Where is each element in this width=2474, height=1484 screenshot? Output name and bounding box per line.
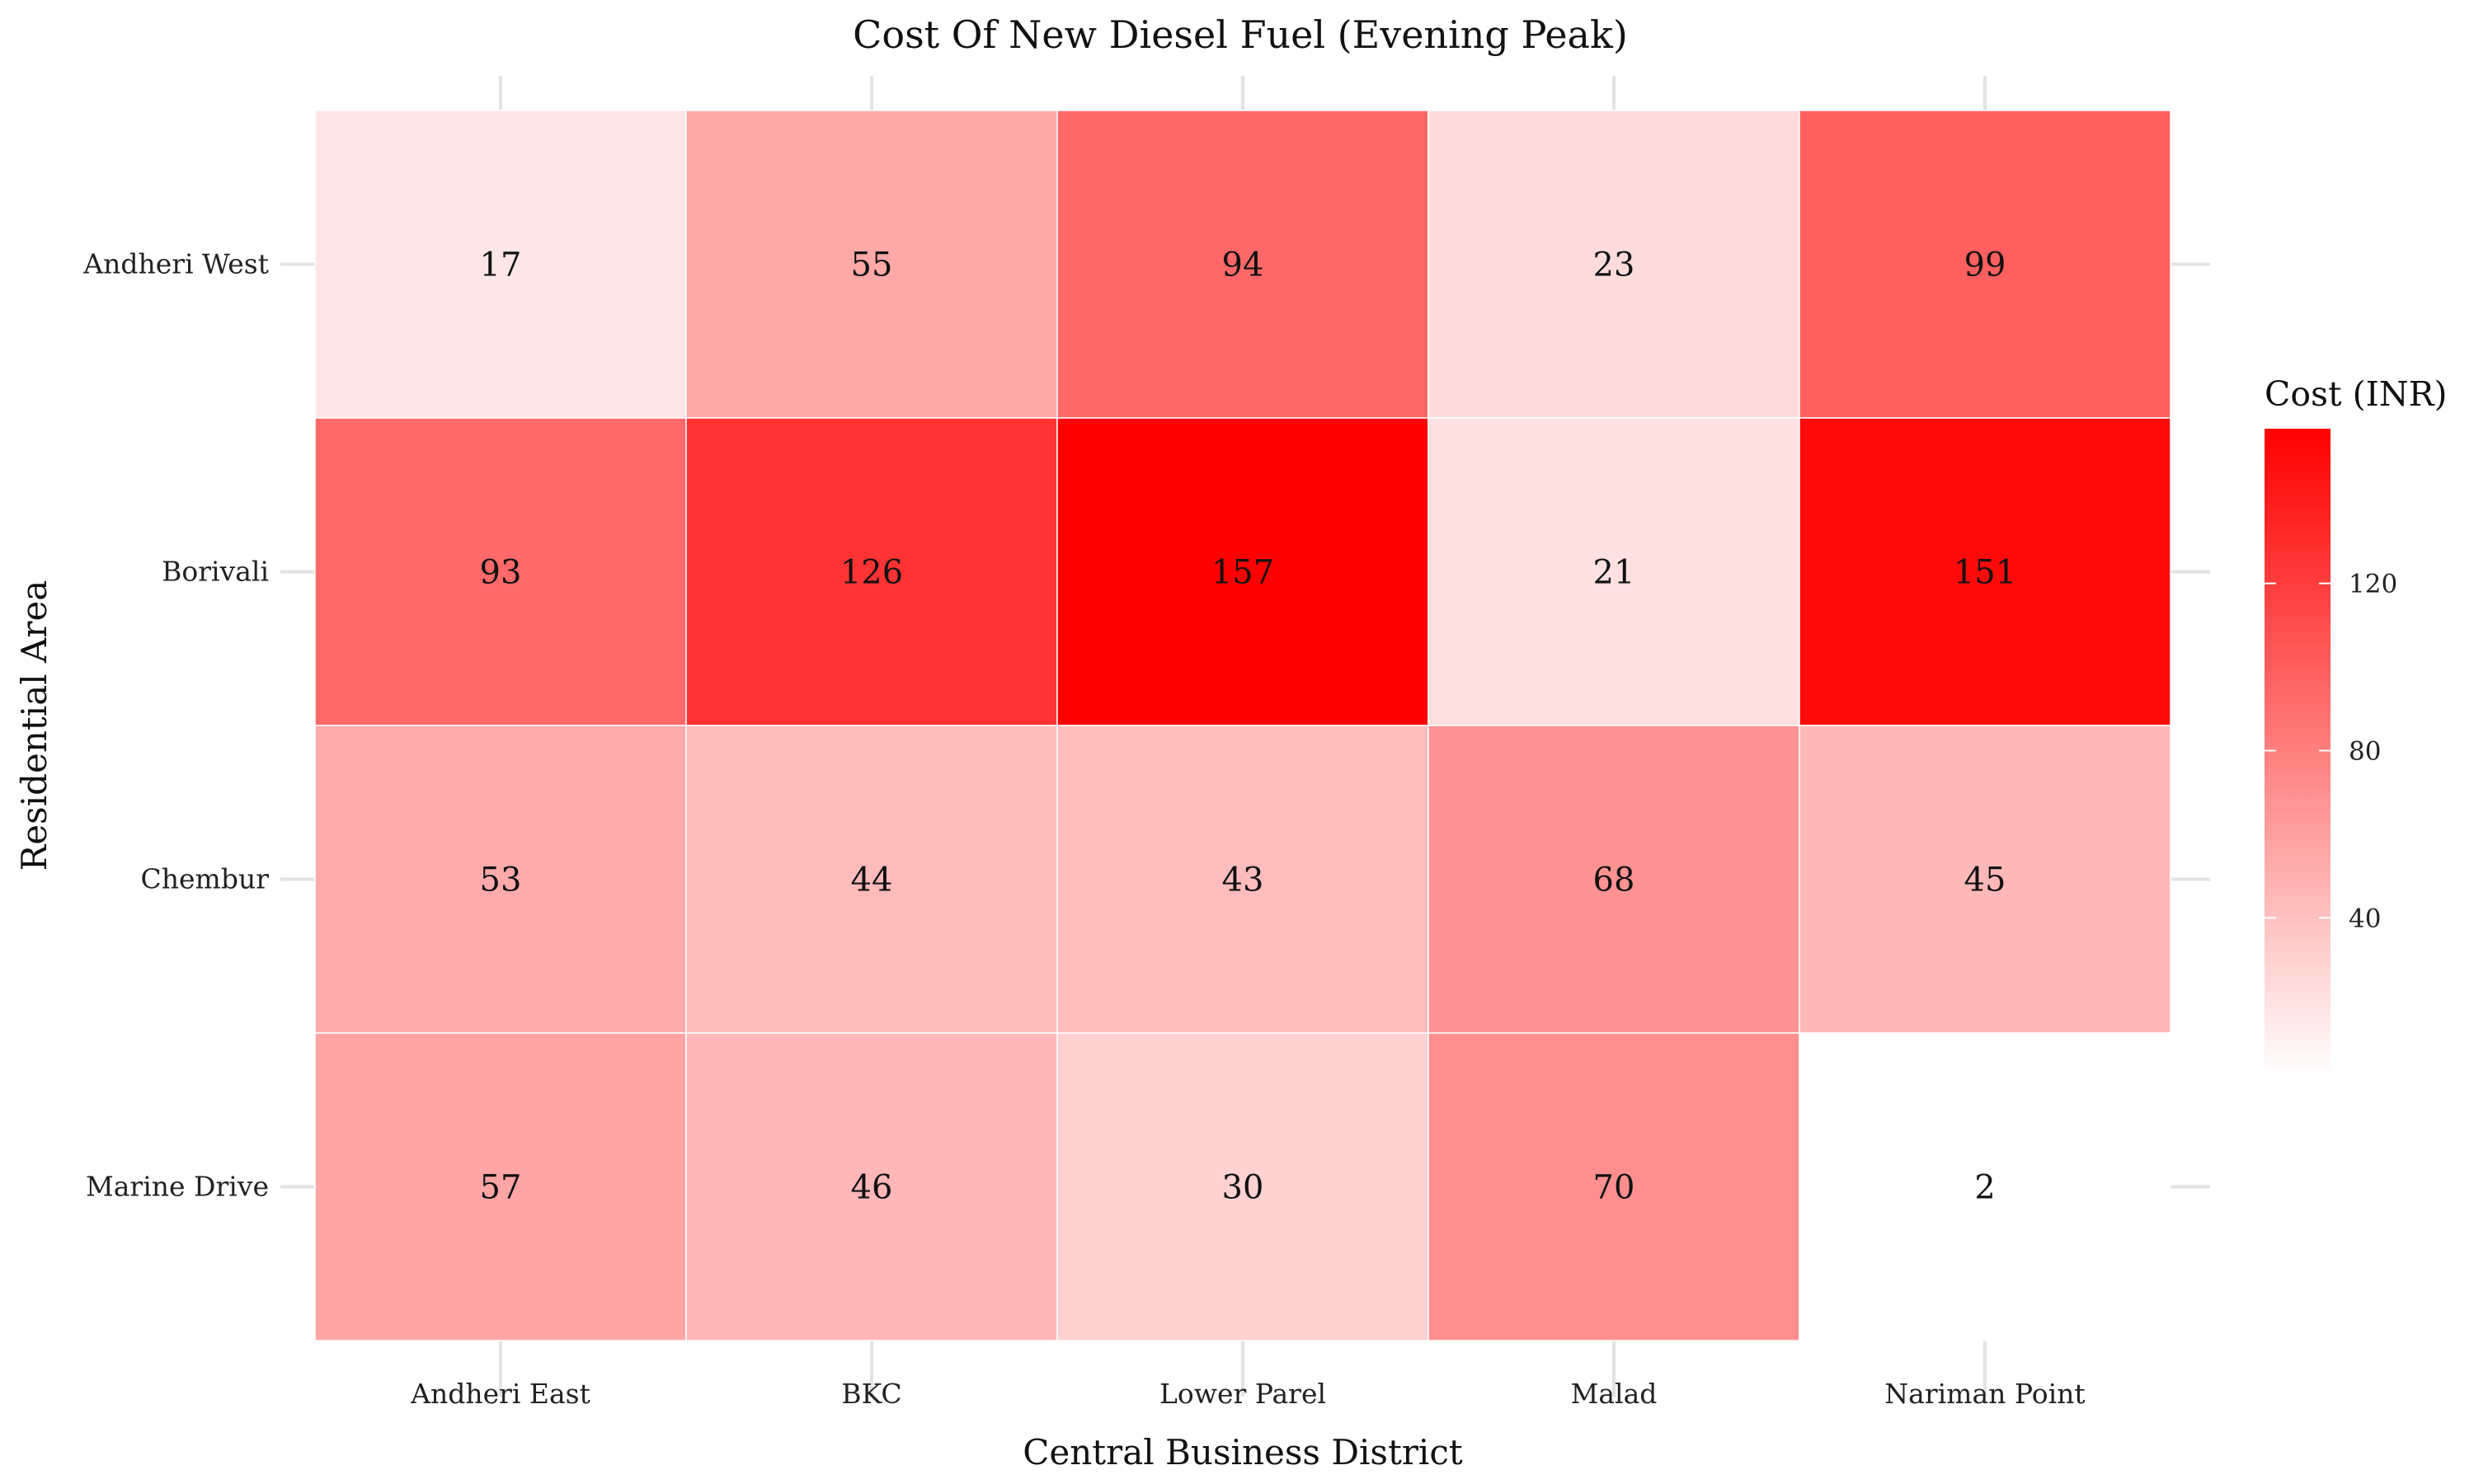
heatmap-cell: [1427, 110, 1800, 419]
heatmap-cell: [314, 1032, 687, 1341]
heatmap-cell: [314, 417, 687, 726]
cell-value-label: 30: [1222, 1169, 1264, 1207]
heatmap-cell: [1056, 725, 1429, 1034]
cell-value-label: 45: [1964, 862, 2006, 899]
cell-value-label: 43: [1222, 862, 1264, 899]
heatmap-cell: [685, 1032, 1058, 1341]
cell-value-label: 68: [1593, 862, 1635, 899]
y-axis-title: Residential Area: [14, 580, 54, 871]
x-tick-label: BKC: [841, 1378, 901, 1410]
chart-title: Cost Of New Diesel Fuel (Evening Peak): [853, 12, 1628, 57]
legend-tick-label: 120: [2349, 570, 2397, 599]
heatmap-cell: [1056, 110, 1429, 419]
heatmap-cell: [1427, 1032, 1800, 1341]
cell-value-label: 93: [480, 554, 522, 592]
heatmap-cell: [1427, 417, 1800, 726]
cell-value-label: 57: [480, 1169, 522, 1207]
heatmap-cell: [314, 725, 687, 1034]
heatmap-cell: [1056, 417, 1429, 726]
heatmap-cell: [1427, 725, 1800, 1034]
cell-value-label: 21: [1593, 554, 1635, 592]
x-axis-tick-labels: Andheri East BKC Lower Parel Malad Nariman P…: [410, 1378, 2086, 1410]
cell-value-label: 55: [851, 247, 893, 284]
cell-value-label: 70: [1593, 1169, 1635, 1207]
heatmap-cell: [1799, 110, 2171, 419]
y-tick-label: Andheri West: [82, 248, 269, 280]
heatmap-cell: [685, 110, 1058, 419]
legend-tick-label: 40: [2349, 904, 2381, 933]
cell-value-label: 53: [480, 862, 522, 899]
cell-value-label: 126: [840, 554, 903, 592]
cell-value-label: 157: [1211, 554, 1274, 592]
legend-title: Cost (INR): [2265, 374, 2448, 414]
cell-value-label: 44: [851, 862, 893, 899]
heatmap-cells: [314, 110, 2171, 1341]
y-tick-label: Chembur: [141, 863, 270, 895]
x-tick-label: Malad: [1571, 1378, 1658, 1410]
x-tick-label: Nariman Point: [1884, 1378, 2085, 1410]
heatmap-cell: [1799, 1032, 2171, 1341]
x-tick-label: Andheri East: [410, 1378, 590, 1410]
legend-color-bar: [2265, 429, 2331, 1077]
heatmap-cell: [685, 417, 1058, 726]
x-tick-label: Lower Parel: [1159, 1378, 1326, 1410]
cell-value-label: 99: [1964, 247, 2006, 284]
legend-tick-label: 80: [2349, 736, 2381, 766]
cell-value-label: 17: [480, 247, 522, 284]
legend-ticks: 40 80 120: [2265, 570, 2397, 933]
y-tick-label: Borivali: [162, 556, 269, 588]
heatmap-cell: [1056, 1032, 1429, 1341]
x-axis-title: Central Business District: [1023, 1432, 1463, 1472]
heatmap-cell: [1799, 725, 2171, 1034]
y-axis-tick-labels: Andheri West Borivali Chembur Marine Drive: [82, 248, 269, 1203]
heatmap-cell: [1799, 417, 2171, 726]
y-tick-label: Marine Drive: [86, 1171, 269, 1203]
color-legend: Cost (INR) 40 80 120: [2265, 374, 2448, 1077]
cell-value-label: 94: [1222, 247, 1264, 284]
cell-value-labels: 17 55 94 23 99 93 126 157 21 151 53 44 43 68 45 57 46 30 7…: [480, 247, 2017, 1207]
cell-value-label: 23: [1593, 247, 1635, 284]
cell-value-label: 151: [1954, 554, 2016, 592]
cell-value-label: 2: [1974, 1169, 1995, 1207]
cell-value-label: 46: [851, 1169, 893, 1207]
